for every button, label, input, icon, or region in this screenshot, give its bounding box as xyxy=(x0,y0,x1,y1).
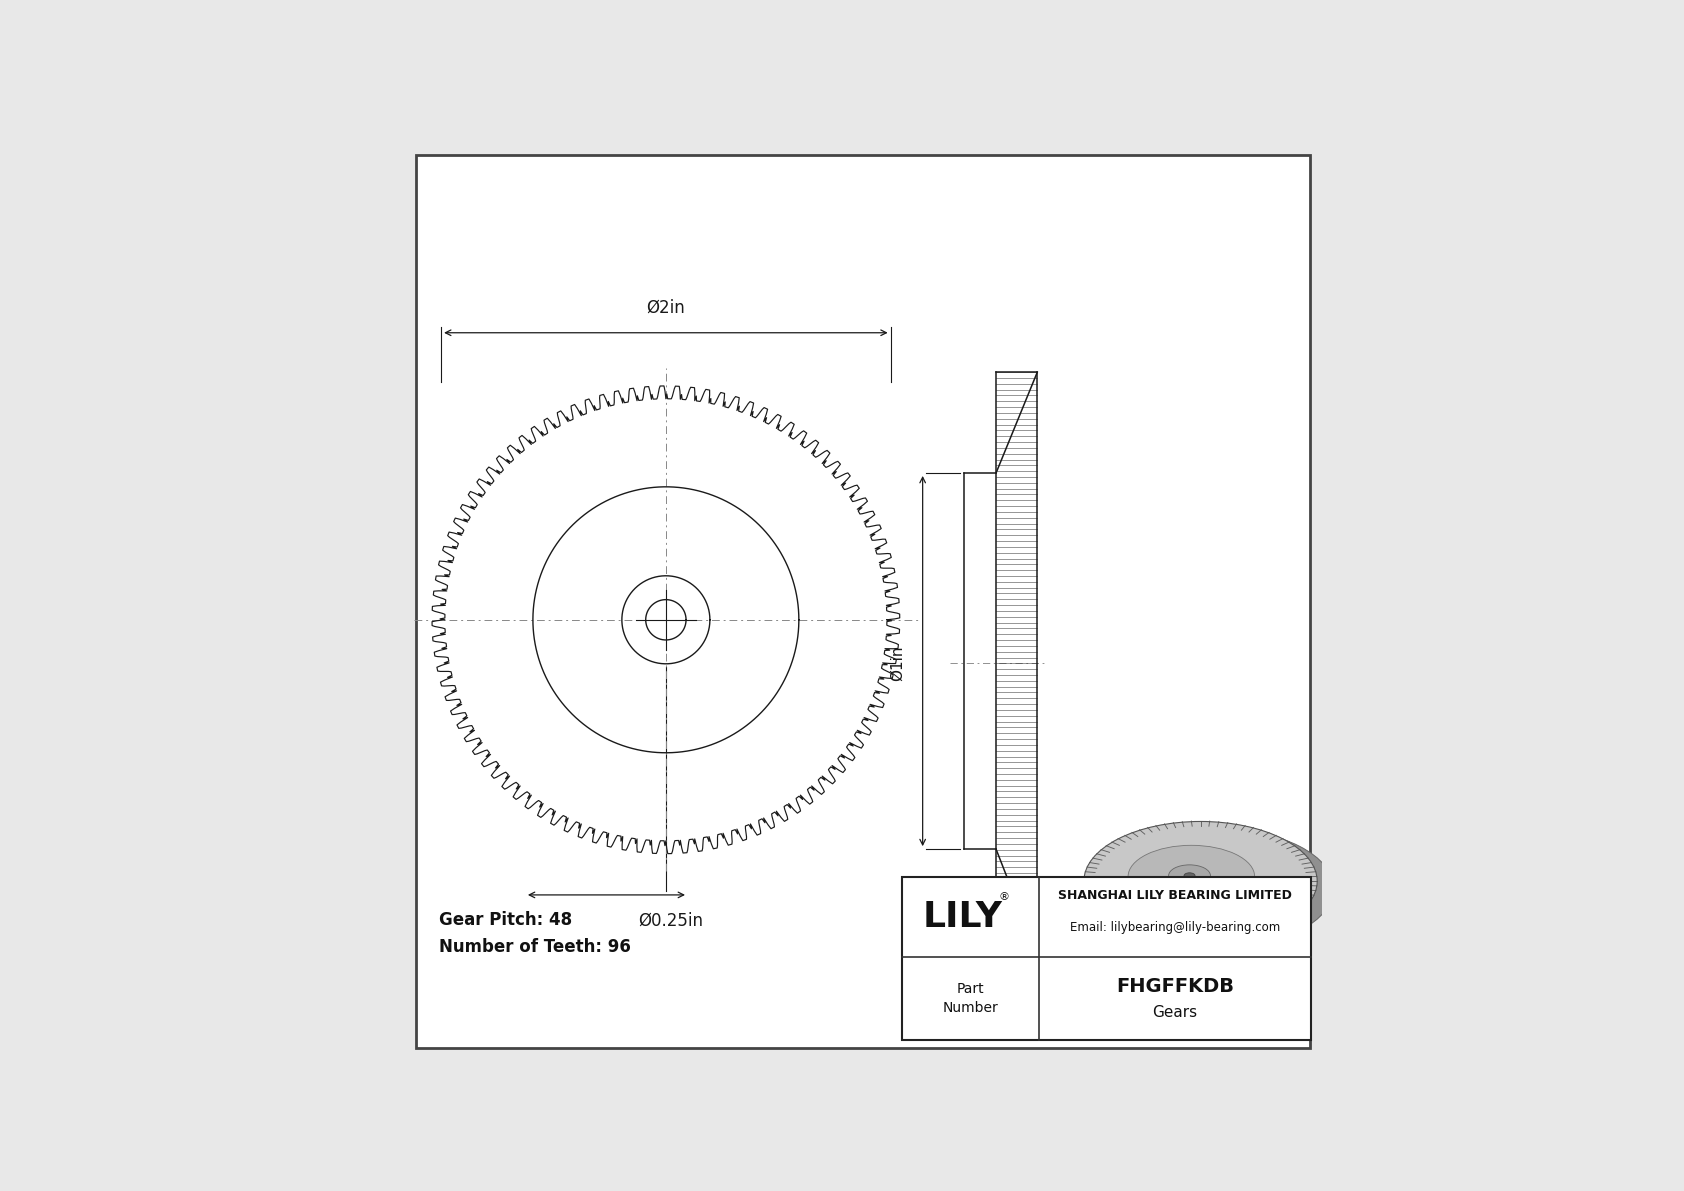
Text: Email: lilybearing@lily-bearing.com: Email: lilybearing@lily-bearing.com xyxy=(1069,922,1280,935)
Text: Ø2in: Ø2in xyxy=(647,298,685,317)
Ellipse shape xyxy=(1100,829,1334,948)
Ellipse shape xyxy=(1128,846,1255,908)
Ellipse shape xyxy=(1084,822,1317,941)
Text: FHGFFKDB: FHGFFKDB xyxy=(1116,977,1234,996)
Text: Gears: Gears xyxy=(1152,1005,1197,1019)
Bar xyxy=(901,877,1310,1040)
Text: Ø0.25in: Ø0.25in xyxy=(638,911,702,929)
Text: Number of Teeth: 96: Number of Teeth: 96 xyxy=(440,939,632,956)
Text: 0.125in: 0.125in xyxy=(1051,969,1108,985)
Text: Part
Number: Part Number xyxy=(943,981,999,1015)
Ellipse shape xyxy=(1169,865,1211,886)
Text: SHANGHAI LILY BEARING LIMITED: SHANGHAI LILY BEARING LIMITED xyxy=(1058,890,1292,903)
Text: ®: ® xyxy=(999,892,1010,902)
Ellipse shape xyxy=(1184,873,1196,879)
Text: Ø1in: Ø1in xyxy=(889,646,904,681)
Text: Gear Pitch: 48: Gear Pitch: 48 xyxy=(440,911,573,929)
Text: LILY: LILY xyxy=(923,900,1004,934)
Polygon shape xyxy=(1088,881,1327,888)
Text: 0.375in: 0.375in xyxy=(972,1017,1029,1031)
